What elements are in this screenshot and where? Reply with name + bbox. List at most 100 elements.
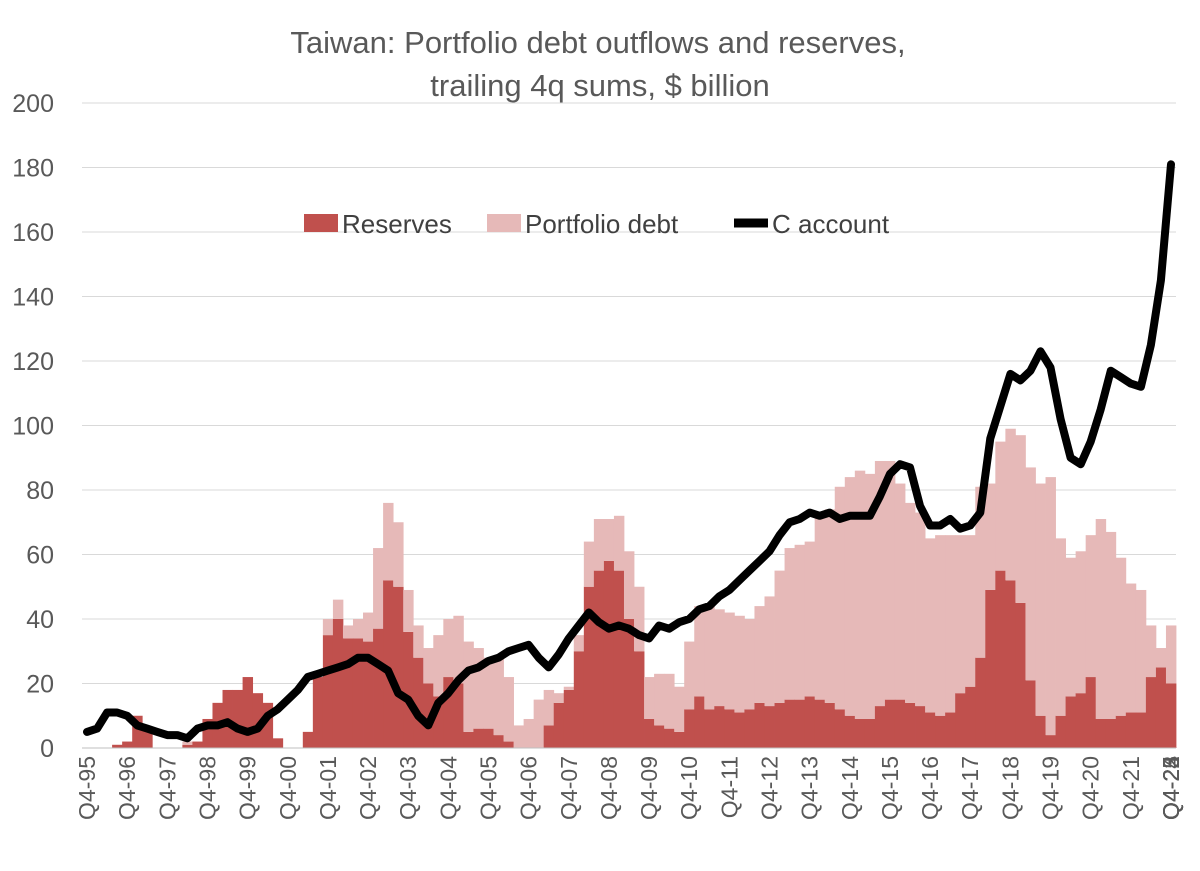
portfolio-debt-bar <box>975 486 986 658</box>
portfolio-debt-bar <box>1145 625 1157 678</box>
reserves-bar <box>1075 693 1087 748</box>
reserves-bar <box>1165 683 1177 748</box>
reserves-bar <box>473 728 484 748</box>
x-tick-label: Q4-03 <box>395 756 421 820</box>
x-tick-label: Q4-19 <box>1038 756 1064 820</box>
reserves-bar <box>834 709 846 748</box>
x-tick-label: Q4-06 <box>516 756 542 820</box>
portfolio-debt-bar <box>352 619 364 639</box>
x-tick-label: Q4-00 <box>275 756 301 820</box>
reserves-bar <box>774 702 785 748</box>
reserves-bar <box>1115 715 1127 748</box>
portfolio-debt-bar <box>945 535 956 713</box>
reserves-bar <box>784 699 796 748</box>
y-tick-label: 160 <box>12 219 54 247</box>
portfolio-debt-bar <box>794 544 806 700</box>
portfolio-debt-bar <box>764 596 775 707</box>
reserves-bar <box>543 725 555 748</box>
reserves-bar <box>252 693 264 748</box>
reserves-bar <box>1035 715 1046 748</box>
x-tick-label: Q4-96 <box>114 756 140 820</box>
reserves-bar <box>453 683 464 748</box>
reserves-bar <box>242 677 254 748</box>
portfolio-debt-bar <box>955 535 966 694</box>
x-tick-label: Q4-95 <box>74 756 100 820</box>
reserves-bar <box>1005 580 1016 748</box>
x-tick-label: Q4-01 <box>315 756 341 820</box>
reserves-bar <box>262 702 274 748</box>
portfolio-debt-bar <box>553 693 565 703</box>
reserves-bar <box>122 741 133 748</box>
reserves-bar <box>142 728 153 748</box>
reserves-bar <box>393 586 404 748</box>
reserves-bar <box>593 570 605 748</box>
reserves-bar <box>854 718 866 748</box>
reserves-bar <box>373 628 384 748</box>
x-axis-tick-labels: Q4-95 Q4-96 Q4-97 Q4-98 Q4-99 Q4-00 Q4-01 Q4-02… <box>74 756 1184 820</box>
reserves-bar <box>945 712 956 748</box>
reserves-bar <box>363 641 374 748</box>
reserves-bar <box>483 728 494 748</box>
portfolio-debt-bar <box>824 509 836 703</box>
y-tick-label: 40 <box>26 606 54 634</box>
x-tick-label: Q4-11 <box>716 756 742 818</box>
portfolio-debt-bar <box>1005 428 1016 581</box>
chart-title: Taiwan: Portfolio debt outflows and rese… <box>290 25 905 60</box>
portfolio-debt-bar <box>453 615 464 684</box>
reserves-bar <box>192 741 203 748</box>
portfolio-debt-bar <box>1025 467 1036 681</box>
reserves-bar <box>935 715 946 748</box>
portfolio-debt-bar <box>383 502 394 581</box>
x-tick-label: Q4-09 <box>636 756 662 820</box>
legend-label-portfolio-debt: Portfolio debt <box>525 209 679 239</box>
reserves-bar <box>553 702 565 748</box>
reserves-bar <box>824 702 836 748</box>
reserves-bar <box>623 619 635 748</box>
reserves-bar <box>463 731 474 748</box>
reserves-bar <box>684 709 695 748</box>
portfolio-debt-bar <box>593 519 605 571</box>
portfolio-debt-bar <box>1045 477 1056 736</box>
portfolio-debt-bar <box>322 619 334 636</box>
x-tick-label: Q4-99 <box>235 756 261 820</box>
reserves-bar <box>503 741 514 748</box>
portfolio-debt-bar <box>463 641 474 732</box>
portfolio-debt-bar <box>704 606 715 710</box>
y-tick-label: 80 <box>26 477 54 505</box>
reserves-bar <box>794 699 806 748</box>
portfolio-debt-bar <box>1055 538 1066 716</box>
reserves-bar <box>874 706 886 748</box>
portfolio-debt-bar <box>473 648 484 729</box>
reserves-bar <box>674 731 685 748</box>
portfolio-debt-bar <box>1125 583 1137 713</box>
portfolio-debt-bar <box>623 551 635 619</box>
legend-swatch-reserves <box>304 214 338 232</box>
y-tick-label: 0 <box>40 735 54 763</box>
portfolio-debt-bar <box>985 483 996 590</box>
portfolio-debt-bar <box>724 612 735 710</box>
reserves-bar <box>955 693 966 748</box>
reserves-bar <box>814 699 826 748</box>
portfolio-debt-bar <box>834 486 846 710</box>
reserves-bar <box>322 635 334 748</box>
portfolio-debt-bar <box>443 619 454 678</box>
reserves-bar <box>433 696 444 748</box>
reserves-bar <box>232 689 243 748</box>
x-tick-label: Q4-05 <box>476 756 502 820</box>
x-tick-label: Q4-07 <box>556 756 582 820</box>
portfolio-debt-bar <box>664 673 675 729</box>
reserves-bar <box>694 696 705 748</box>
reserves-bar <box>975 657 986 748</box>
reserves-bar <box>352 638 364 748</box>
portfolio-debt-bar <box>1075 551 1087 694</box>
portfolio-debt-bar <box>714 609 725 707</box>
portfolio-debt-bar <box>884 460 896 700</box>
reserves-bar <box>1155 667 1167 748</box>
portfolio-debt-bar <box>844 477 856 716</box>
x-tick-label: Q4-22 <box>1158 756 1184 820</box>
c-account-line <box>83 160 1175 743</box>
portfolio-debt-bar <box>905 502 916 703</box>
portfolio-debt-bar <box>915 512 926 707</box>
reserves-bar <box>664 728 675 748</box>
reserves-bar <box>644 718 655 748</box>
